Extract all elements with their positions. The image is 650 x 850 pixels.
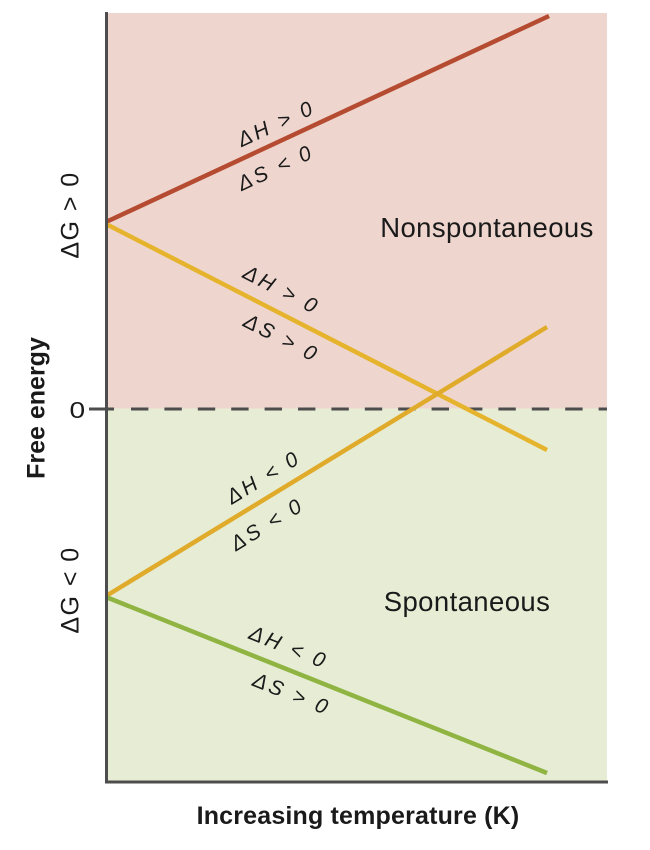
svg-text:0: 0: [70, 398, 86, 423]
svg-text:Spontaneous: Spontaneous: [384, 586, 551, 617]
svg-text:ΔG < 0: ΔG < 0: [57, 546, 85, 633]
svg-text:ΔG > 0: ΔG > 0: [57, 171, 85, 258]
svg-text:Free energy: Free energy: [23, 337, 51, 479]
svg-text:Increasing temperature (K): Increasing temperature (K): [197, 802, 520, 830]
svg-text:Nonspontaneous: Nonspontaneous: [380, 212, 594, 243]
